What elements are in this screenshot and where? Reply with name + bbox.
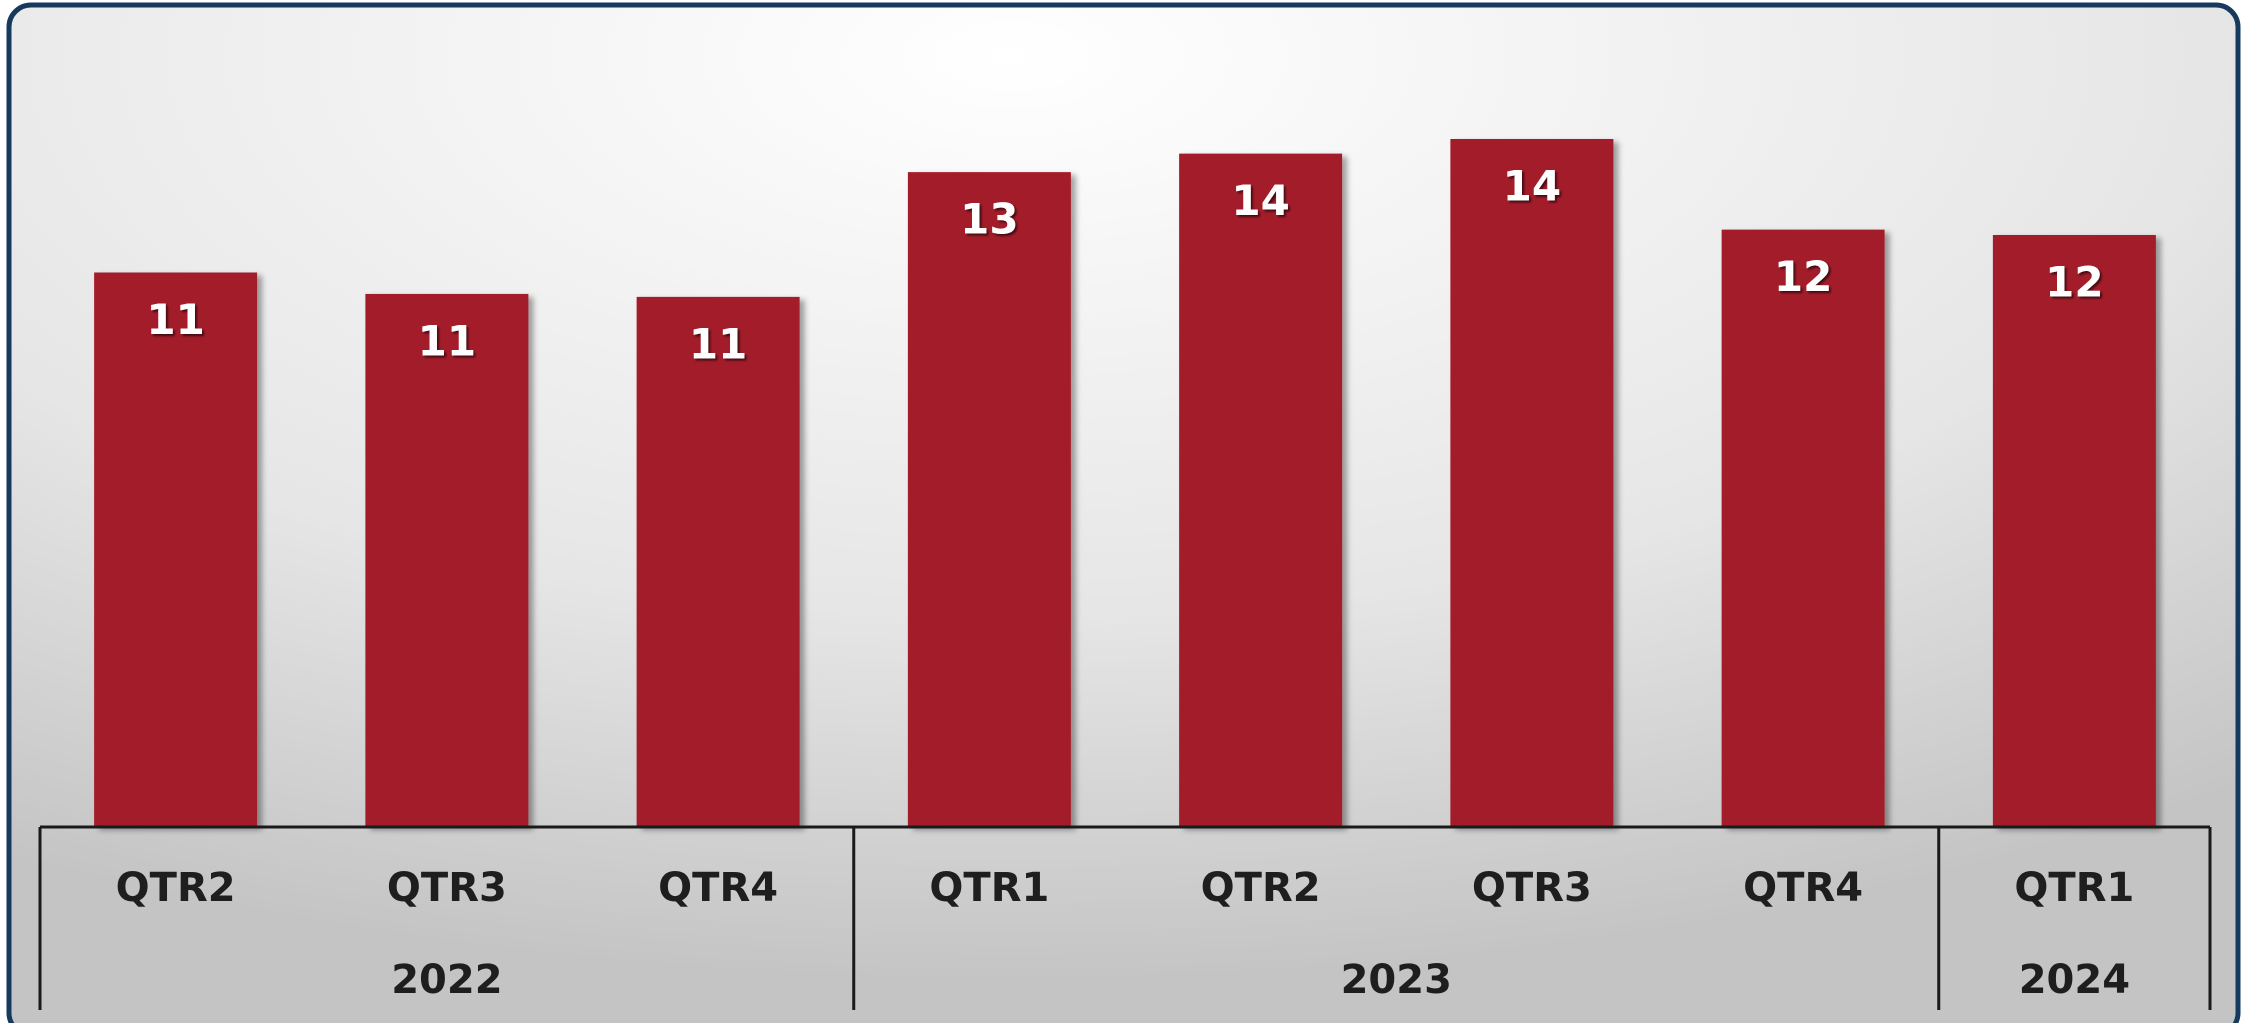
x-tick-label: QTR1 bbox=[929, 865, 1049, 911]
bar bbox=[636, 296, 800, 827]
frame bbox=[6, 2, 2241, 1023]
value-label: 12 bbox=[2045, 257, 2103, 306]
x-tick-label: QTR2 bbox=[1201, 865, 1321, 911]
bar bbox=[365, 293, 529, 827]
value-label: 12 bbox=[1774, 252, 1832, 301]
bar bbox=[1450, 139, 1614, 827]
x-tick-label: QTR2 bbox=[116, 865, 236, 911]
value-label: 11 bbox=[689, 319, 747, 368]
x-tick-label: QTR3 bbox=[387, 865, 507, 911]
bar bbox=[1721, 229, 1885, 827]
bar bbox=[1992, 234, 2156, 828]
value-label: 14 bbox=[1231, 176, 1289, 225]
x-tick-label: QTR3 bbox=[1472, 865, 1592, 911]
group-label: 2022 bbox=[391, 957, 502, 1003]
value-label: 11 bbox=[146, 295, 204, 344]
value-label: 14 bbox=[1503, 162, 1561, 211]
bar bbox=[907, 172, 1071, 827]
value-label: 13 bbox=[960, 195, 1018, 244]
value-label: 11 bbox=[418, 316, 476, 365]
group-label: 2023 bbox=[1341, 957, 1452, 1003]
x-tick-label: QTR4 bbox=[658, 865, 778, 911]
x-tick-label: QTR1 bbox=[2014, 865, 2134, 911]
bar bbox=[1179, 153, 1343, 828]
bar bbox=[94, 272, 258, 827]
group-label: 2024 bbox=[2019, 957, 2130, 1003]
x-tick-label: QTR4 bbox=[1743, 865, 1863, 911]
